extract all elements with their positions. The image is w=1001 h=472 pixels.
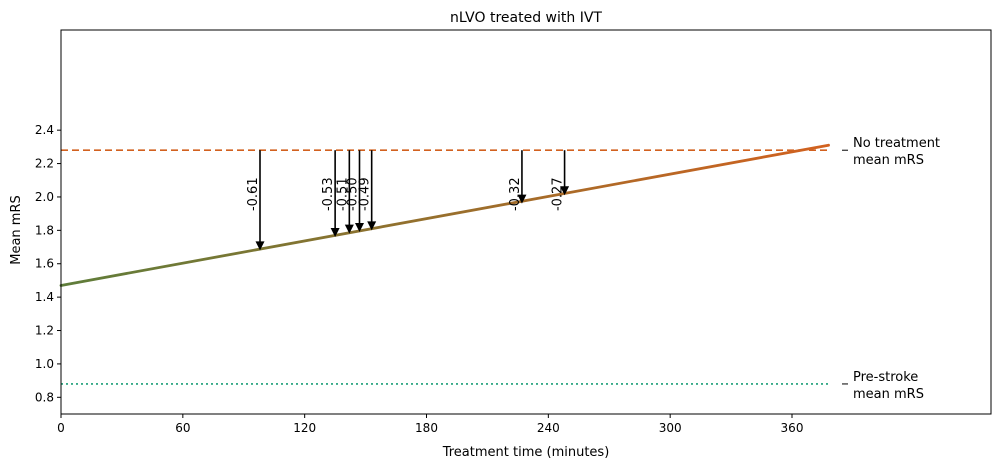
x-axis-label: Treatment time (minutes) <box>442 445 610 460</box>
effect-arrow-head <box>330 228 340 238</box>
x-tick-label: 240 <box>537 421 560 435</box>
y-tick-label: 2.2 <box>35 157 54 171</box>
effect-arrow-head <box>255 241 265 251</box>
effect-label: -0.53 <box>321 177 336 211</box>
plot-layer: 0 60 120 180 240 300 360 0.8 1.0 1.2 1.4 1.6 1.8 2.0 2… <box>35 123 940 435</box>
effect-label: -0.51 <box>335 177 350 211</box>
y-tick-label: 2.4 <box>35 123 54 137</box>
y-tick-label: 1.0 <box>35 357 54 371</box>
effect-arrow-head <box>517 194 527 204</box>
x-tick-label: 60 <box>175 421 190 435</box>
x-tick-label: 180 <box>415 421 438 435</box>
y-tick-label: 1.8 <box>35 223 54 237</box>
reference-label-line2: mean mRS <box>853 153 924 168</box>
effect-arrow-head <box>354 223 364 233</box>
effect-label: -0.50 <box>345 177 360 211</box>
x-tick-label: 0 <box>57 421 65 435</box>
x-tick-label: 120 <box>293 421 316 435</box>
reference-label-line2: mean mRS <box>853 387 924 402</box>
y-axis-label: Mean mRS <box>9 195 24 265</box>
effect-arrow-head <box>367 221 377 231</box>
reference-label-line1: Pre-stroke <box>853 370 918 385</box>
series-line <box>59 143 830 287</box>
effect-arrow-head <box>560 186 570 196</box>
y-tick-label: 1.6 <box>35 257 54 271</box>
reference-label-line1: No treatment <box>853 136 940 151</box>
x-tick-label: 300 <box>659 421 682 435</box>
y-tick-label: 0.8 <box>35 390 54 404</box>
plot-frame <box>60 29 992 415</box>
chart-title: nLVO treated with IVT <box>450 10 602 26</box>
effect-label: -0.49 <box>358 177 373 211</box>
effect-label: -0.32 <box>508 177 523 211</box>
effect-label: -0.27 <box>551 177 566 211</box>
y-tick-label: 1.4 <box>35 290 54 304</box>
y-tick-label: 1.2 <box>35 324 54 338</box>
effect-label: -0.61 <box>246 177 261 211</box>
effect-arrow-head <box>344 224 354 234</box>
x-tick-label: 360 <box>781 421 804 435</box>
y-tick-label: 2.0 <box>35 190 54 204</box>
